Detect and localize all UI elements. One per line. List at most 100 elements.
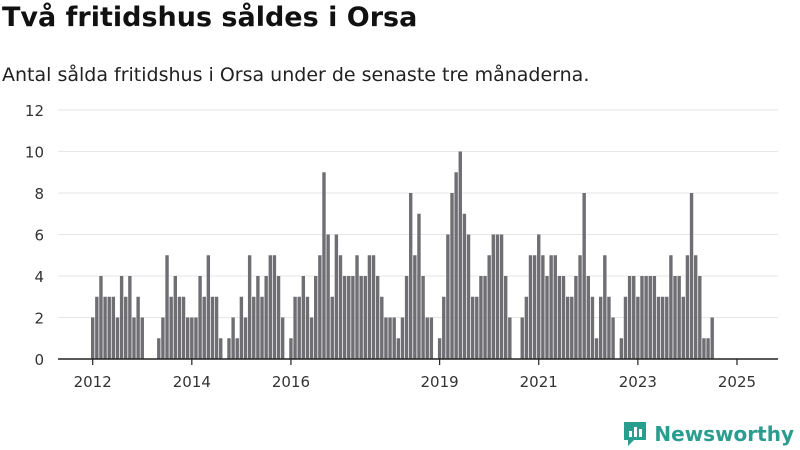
y-tick-label: 0 <box>34 351 44 369</box>
bar <box>107 296 111 359</box>
bar <box>644 276 648 359</box>
y-tick-label: 2 <box>34 310 44 328</box>
bar <box>698 276 702 359</box>
bar <box>293 296 297 359</box>
bar <box>409 193 413 359</box>
bar <box>689 193 694 359</box>
bar <box>656 296 661 359</box>
bar <box>553 255 557 359</box>
bar <box>557 276 562 359</box>
bar <box>561 276 566 359</box>
x-tick-label: 2023 <box>619 373 657 391</box>
bar <box>128 276 132 359</box>
bar <box>611 317 615 359</box>
bar <box>91 317 95 359</box>
bar <box>648 276 652 359</box>
x-tick-label: 2014 <box>173 373 211 391</box>
bar <box>119 276 124 359</box>
bar <box>124 296 128 359</box>
bar <box>417 213 421 359</box>
brand-logo[interactable]: Newsworthy <box>622 419 794 449</box>
bars <box>91 151 714 359</box>
x-tick-label: 2019 <box>421 373 459 391</box>
bar <box>231 317 235 359</box>
bar <box>314 276 318 359</box>
bar <box>421 276 425 359</box>
bar <box>111 296 116 359</box>
bar <box>652 276 657 359</box>
bar <box>520 317 524 359</box>
bar <box>632 276 636 359</box>
bar <box>140 317 144 359</box>
bar <box>181 296 186 359</box>
bar <box>495 234 500 359</box>
data-label: 2 <box>744 0 754 4</box>
bar <box>504 276 508 359</box>
bar <box>355 255 359 359</box>
bar <box>594 338 599 359</box>
bar <box>227 338 231 359</box>
bar <box>202 296 206 359</box>
brand-name: Newsworthy <box>654 422 794 446</box>
bar <box>462 213 467 359</box>
bar <box>247 255 252 359</box>
bar <box>243 317 248 359</box>
bar <box>710 317 714 359</box>
bar <box>268 255 272 359</box>
bar <box>706 338 710 359</box>
bar <box>297 296 301 359</box>
bar <box>103 296 107 359</box>
bar <box>475 296 479 359</box>
bar <box>132 317 136 359</box>
bar <box>466 234 471 359</box>
bar <box>326 234 330 359</box>
bar <box>446 234 450 359</box>
bar <box>239 296 244 359</box>
bar <box>338 255 343 359</box>
bar <box>95 296 99 359</box>
bar <box>396 338 401 359</box>
bar <box>578 255 582 359</box>
bar <box>487 255 491 359</box>
bar <box>276 276 281 359</box>
bar <box>565 296 570 359</box>
bar <box>479 276 483 359</box>
bar <box>177 296 182 359</box>
y-tick-label: 12 <box>25 102 44 120</box>
bar <box>210 296 215 359</box>
annotations: 2 <box>744 0 754 4</box>
bar <box>359 276 363 359</box>
bar <box>190 317 194 359</box>
bar <box>623 296 628 359</box>
bar <box>627 276 632 359</box>
bar <box>347 276 351 359</box>
bar <box>532 255 537 359</box>
bar <box>305 296 310 359</box>
bar <box>537 234 541 359</box>
bar <box>260 296 264 359</box>
bar <box>173 276 177 359</box>
x-tick-label: 2021 <box>520 373 558 391</box>
x-tick-label: 2012 <box>74 373 112 391</box>
chart-title: Två fritidshus såldes i Orsa <box>2 2 418 33</box>
bar <box>660 296 665 359</box>
bar <box>384 317 388 359</box>
bar <box>574 276 578 359</box>
bar <box>157 338 161 359</box>
bar <box>235 338 239 359</box>
bar <box>115 317 120 359</box>
bar <box>309 317 314 359</box>
bar <box>483 276 487 359</box>
bar <box>425 317 429 359</box>
bar <box>442 296 446 359</box>
bar <box>380 296 384 359</box>
bar <box>528 255 533 359</box>
newsworthy-logo-icon <box>624 422 647 446</box>
bar <box>388 317 392 359</box>
chart-subtitle: Antal sålda fritidshus i Orsa under de s… <box>2 64 590 86</box>
bar <box>491 234 496 359</box>
bar <box>351 276 355 359</box>
bar <box>541 255 545 359</box>
bar <box>673 276 677 359</box>
